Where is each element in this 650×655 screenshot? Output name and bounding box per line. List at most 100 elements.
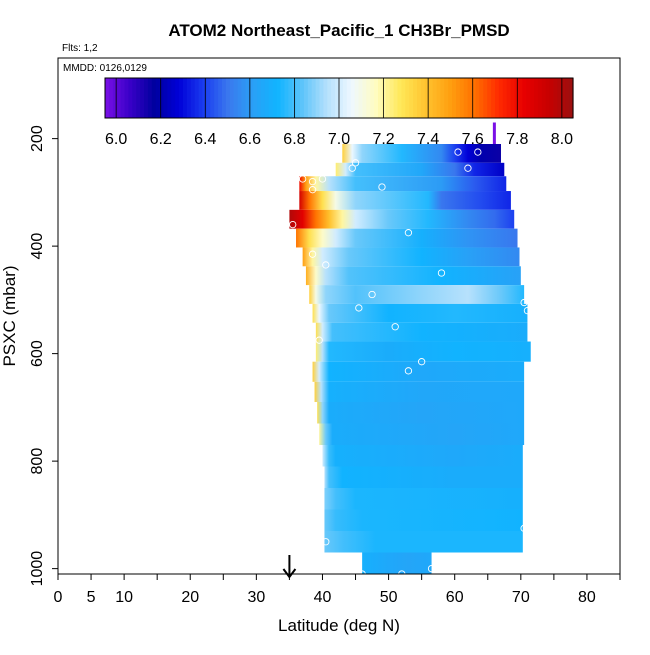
sample-point [474, 148, 482, 156]
colorbar-segment [530, 78, 535, 118]
colorbar-segment [436, 78, 441, 118]
colorbar-tick-label: 6.6 [239, 131, 261, 148]
colorbar-segment [132, 78, 137, 118]
colorbar-segment [401, 78, 406, 118]
sample-point [289, 220, 297, 229]
sample-point [322, 538, 330, 546]
heatmap-row [335, 162, 505, 177]
colorbar-segment [522, 78, 527, 118]
colorbar-segment [210, 78, 215, 118]
colorbar-segment [393, 78, 399, 118]
colorbar-segment [280, 78, 285, 118]
colorbar-segment [526, 78, 531, 118]
colorbar-segment [495, 78, 500, 118]
heatmap-row [302, 247, 520, 267]
colorbar-segment [315, 78, 321, 118]
colorbar-segment [120, 78, 126, 118]
colorbar-segment [108, 78, 114, 118]
colorbar-segment [249, 78, 254, 118]
sample-point [427, 564, 436, 573]
colorbar-segment [397, 78, 402, 118]
heatmap-row [296, 228, 518, 248]
sample-point [308, 250, 317, 258]
colorbar-segment [424, 78, 430, 118]
colorbar-tick-label: 7.2 [372, 131, 394, 148]
sample-point [378, 183, 386, 191]
heatmap-row [324, 531, 523, 553]
colorbar-segment [105, 78, 110, 118]
colorbar-segment [417, 78, 422, 118]
colorbar-segment [413, 78, 418, 118]
colorbar-segment [561, 78, 566, 118]
colorbar-segment [432, 78, 438, 118]
plot-frame [57, 57, 621, 575]
colorbar-segment [179, 78, 184, 118]
colorbar-segment [448, 78, 453, 118]
x-tick-label: 20 [181, 589, 199, 606]
colorbar-segment [534, 78, 539, 118]
sample-point [298, 175, 307, 183]
sample-point [348, 164, 356, 172]
colorbar-tick-label: 6.4 [194, 131, 216, 148]
colorbar-segment [311, 78, 317, 118]
sample-point [530, 333, 538, 342]
colorbar-segment [276, 78, 282, 118]
colorbar-segment [420, 78, 426, 118]
colorbar-segment [358, 78, 363, 118]
sample-point [417, 358, 426, 366]
colorbar-segment [136, 78, 141, 118]
colorbar-segment [241, 78, 246, 118]
x-axis: 0 5 10 20 30 40 50 60 70 80 [54, 574, 621, 606]
colorbar-segment [163, 78, 168, 118]
heatmap-row [289, 209, 515, 229]
colorbar-segment [409, 78, 414, 118]
colorbar-segment [264, 78, 270, 118]
colorbar-segment [155, 78, 161, 118]
colorbar-segment [288, 78, 293, 118]
colorbar-segment [506, 78, 512, 118]
colorbar-segment [370, 78, 375, 118]
colorbar-segment [541, 78, 547, 118]
x-tick-label: 40 [314, 589, 332, 606]
colorbar-segment [202, 78, 207, 118]
colorbar-segment [307, 78, 313, 118]
sample-point [355, 304, 363, 312]
sample-point [308, 177, 317, 186]
colorbar-segment [487, 78, 492, 118]
x-tick-label: 50 [380, 589, 398, 606]
heatmap-row [315, 341, 531, 362]
colorbar-segment [346, 78, 352, 118]
colorbar-segment [190, 78, 196, 118]
heatmap-row [314, 381, 525, 402]
colorbar-segment [569, 78, 574, 118]
colorbar-segment [502, 78, 508, 118]
sample-point [322, 261, 330, 269]
colorbar-segment [440, 78, 445, 118]
colorbar-segment [261, 78, 266, 118]
colorbar-segment [186, 78, 192, 118]
sample-point [520, 524, 528, 532]
colorbar-tick-label: 8.0 [551, 131, 573, 148]
heatmap-row [322, 445, 523, 467]
heatmap-row [324, 488, 523, 510]
x-axis-label: Latitude (deg N) [278, 616, 400, 635]
sample-point [437, 269, 446, 277]
heatmap-row [315, 322, 528, 342]
colorbar-segment [183, 78, 188, 118]
colorbar-segment [147, 78, 153, 118]
y-tick-label: 600 [29, 340, 46, 367]
colorbar-segment [167, 78, 172, 118]
colorbar-segment [565, 78, 570, 118]
colorbar-segment [366, 78, 371, 118]
colorbar-segment [303, 78, 309, 118]
colorbar-tick-label: 6.0 [105, 131, 127, 148]
colorbar-segment [362, 78, 367, 118]
colorbar-segment [405, 78, 410, 118]
sample-point [391, 323, 399, 331]
colorbar-segment [218, 78, 223, 118]
colorbar-segment [112, 78, 118, 118]
dates-label: MMDD: 0126,0129 [63, 63, 147, 74]
colorbar-tick-label: 7.6 [462, 131, 484, 148]
x-tick-label: 30 [247, 589, 265, 606]
heatmap-row [312, 361, 525, 382]
